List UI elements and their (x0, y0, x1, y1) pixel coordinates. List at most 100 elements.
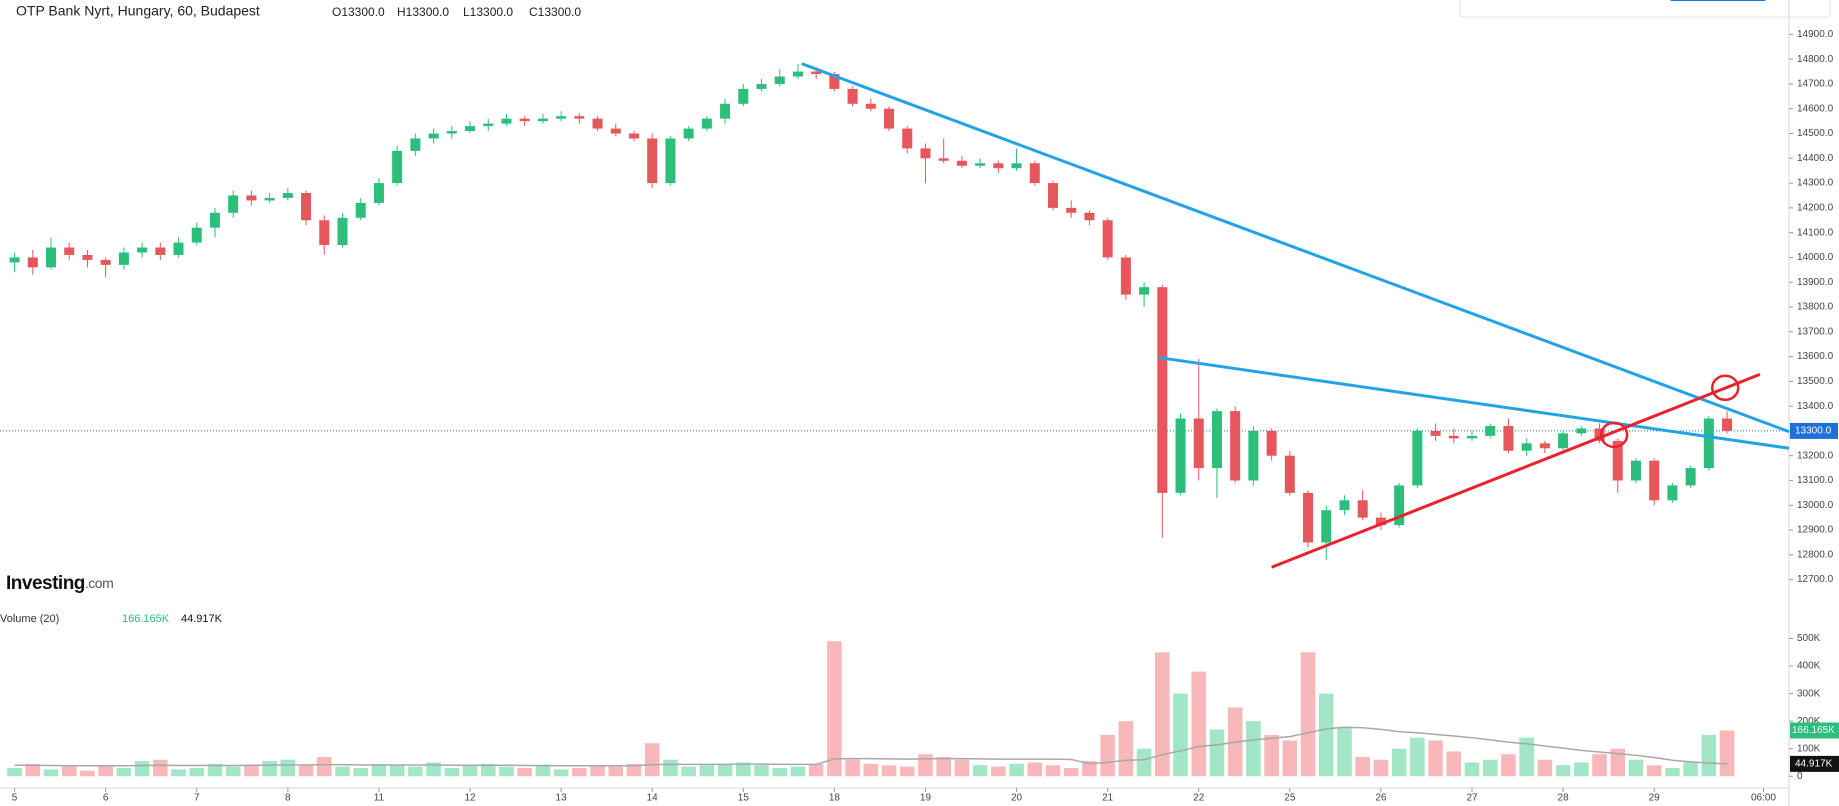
candle-body (1649, 460, 1660, 501)
x-tick-label: 27 (1466, 793, 1478, 804)
volume-bar (189, 767, 205, 777)
volume-bar (1628, 759, 1644, 777)
overlay-button[interactable] (1670, 0, 1766, 1)
volume-bar (1519, 737, 1534, 777)
candle-body (902, 128, 913, 149)
trendline (801, 62, 1790, 434)
candle-body (1703, 418, 1714, 469)
candle-body (1375, 517, 1386, 526)
candle-body (1120, 257, 1131, 295)
ohlc-low: L13300.0 (463, 5, 513, 19)
volume-bar (1428, 740, 1443, 777)
volume-bar (681, 766, 696, 777)
volume-bar (43, 769, 59, 777)
candle-body (938, 158, 949, 161)
x-tick-label: 8 (285, 793, 291, 804)
candle-body (519, 118, 530, 122)
candle-body (1230, 411, 1241, 481)
candle-body (1047, 183, 1059, 208)
x-tick-label: 18 (829, 793, 841, 804)
volume-bar (153, 759, 168, 777)
y-tick-label: 13100.0 (1797, 475, 1834, 486)
candle-body (1211, 411, 1222, 469)
candle-body (1685, 468, 1696, 486)
candle-body (1193, 418, 1204, 469)
candle-body (975, 163, 986, 166)
volume-bar (1683, 762, 1698, 777)
x-tick-label: 5 (12, 793, 18, 804)
candle-body (319, 220, 330, 246)
volume-ma-tag (1790, 755, 1839, 772)
volume-bar (408, 766, 423, 777)
y2-tick-label: 0 (1797, 771, 1803, 782)
trendline (1271, 373, 1761, 569)
volume-bar (845, 759, 860, 777)
candle-body (884, 108, 895, 129)
candle-body (537, 118, 548, 122)
x-tick-label: 26 (1375, 793, 1387, 804)
candle-body (592, 118, 603, 129)
volume-bar (972, 765, 988, 777)
volume-bar (553, 769, 569, 777)
candle-body (46, 247, 57, 268)
y-tick-label: 13600.0 (1797, 351, 1834, 362)
volume-bar (1646, 765, 1662, 777)
candle-body (1066, 207, 1077, 213)
volume-bar (80, 770, 95, 777)
volume-bar (1264, 734, 1279, 777)
ohlc-open: O13300.0 (332, 5, 385, 19)
candle-body (137, 247, 148, 253)
volume-bar (608, 766, 624, 777)
candle-body (1558, 433, 1569, 449)
candle-body (301, 193, 312, 221)
ohlc-close: C13300.0 (529, 5, 581, 19)
candle-body (720, 103, 731, 119)
x-tick-label: 21 (1102, 793, 1114, 804)
volume-tag-label: 166.165K (1792, 725, 1835, 736)
y-tick-label: 13200.0 (1797, 450, 1834, 461)
candle-body (337, 217, 348, 246)
volume-bar (25, 763, 41, 777)
y-tick-label: 14100.0 (1797, 227, 1834, 238)
candle-body (1357, 500, 1368, 518)
candle-body (1029, 163, 1040, 184)
candle-body (1503, 425, 1514, 451)
volume-bar (207, 763, 223, 777)
candle-body (1011, 163, 1022, 169)
volume-bar (335, 766, 350, 777)
volume-bar (116, 767, 132, 777)
volume-bar (827, 641, 842, 777)
candle-body (610, 128, 621, 134)
candle-body (1157, 287, 1168, 493)
candle-body (1175, 418, 1186, 493)
candle-body (282, 193, 293, 198)
x-tick-label: 25 (1284, 793, 1296, 804)
volume-bar (262, 761, 277, 777)
y-tick-label: 13400.0 (1797, 401, 1834, 412)
volume-bar (1574, 762, 1589, 777)
candle-body (1248, 430, 1259, 481)
volume-bar (1063, 767, 1079, 777)
candle-body (209, 212, 220, 228)
volume-bar (1555, 765, 1571, 777)
candle-body (665, 138, 676, 184)
volume-bar (808, 763, 824, 777)
volume-bar (663, 759, 678, 777)
volume-bar (98, 765, 113, 777)
volume-bar (1482, 759, 1498, 777)
candle-body (1594, 428, 1605, 441)
y2-tick-label: 400K (1797, 661, 1821, 672)
volume-bar (1355, 756, 1370, 777)
volume-bar (61, 766, 77, 777)
volume-bar (936, 756, 951, 777)
x-tick-label: 12 (464, 793, 476, 804)
candle-body (1485, 425, 1496, 436)
candle-body (82, 254, 93, 260)
volume-bar (1501, 754, 1516, 777)
volume-bar (1719, 730, 1735, 777)
y-tick-label: 14000.0 (1797, 252, 1834, 263)
volume-bar (1701, 734, 1717, 777)
candle-body (1466, 435, 1478, 439)
candle-body (410, 138, 421, 151)
